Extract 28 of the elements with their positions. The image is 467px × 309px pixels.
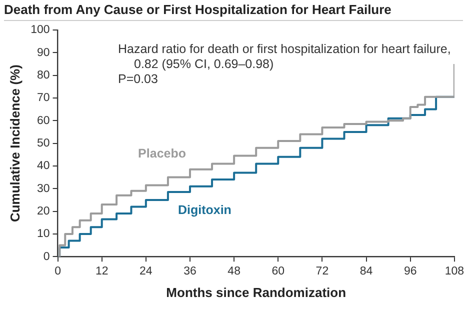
y-tick-label: 50	[36, 137, 50, 150]
y-tick-label: 100	[30, 24, 50, 36]
x-tick-label: 96	[404, 266, 417, 278]
chart-title: Death from Any Cause or First Hospitalization for Heart Failure	[4, 2, 463, 21]
y-tick-label: 10	[36, 228, 50, 240]
annotation: Hazard ratio for death or first hospitalization for heart failure, 0.82 (95% CI, 0.69–0.98)	[118, 42, 452, 72]
x-tick-label: 72	[316, 266, 329, 278]
y-tick-label: 70	[36, 92, 50, 104]
annotation: P=0.03	[118, 72, 159, 87]
y-axis-title: Cumulative Incidence (%)	[7, 64, 22, 222]
x-tick-label: 48	[228, 266, 240, 278]
x-axis-title: Months since Randomization	[166, 284, 346, 300]
y-tick-label: 60	[36, 114, 50, 127]
x-tick-label: 24	[140, 266, 153, 278]
y-tick-label: 90	[36, 46, 50, 59]
y-tick-label: 80	[36, 69, 50, 82]
x-tick-label: 36	[184, 266, 196, 278]
y-tick-label: 0	[43, 250, 50, 263]
series-label: Digitoxin	[178, 203, 232, 218]
x-tick-label: 84	[360, 266, 374, 278]
y-tick-label: 40	[36, 160, 50, 172]
x-tick-label: 60	[272, 266, 285, 278]
x-tick-label: 12	[95, 266, 108, 278]
x-tick-label: 108	[444, 266, 464, 278]
x-tick-label: 0	[54, 266, 61, 278]
series-label: Placebo	[138, 146, 186, 160]
y-tick-label: 30	[36, 182, 50, 195]
y-tick-label: 20	[36, 205, 50, 218]
